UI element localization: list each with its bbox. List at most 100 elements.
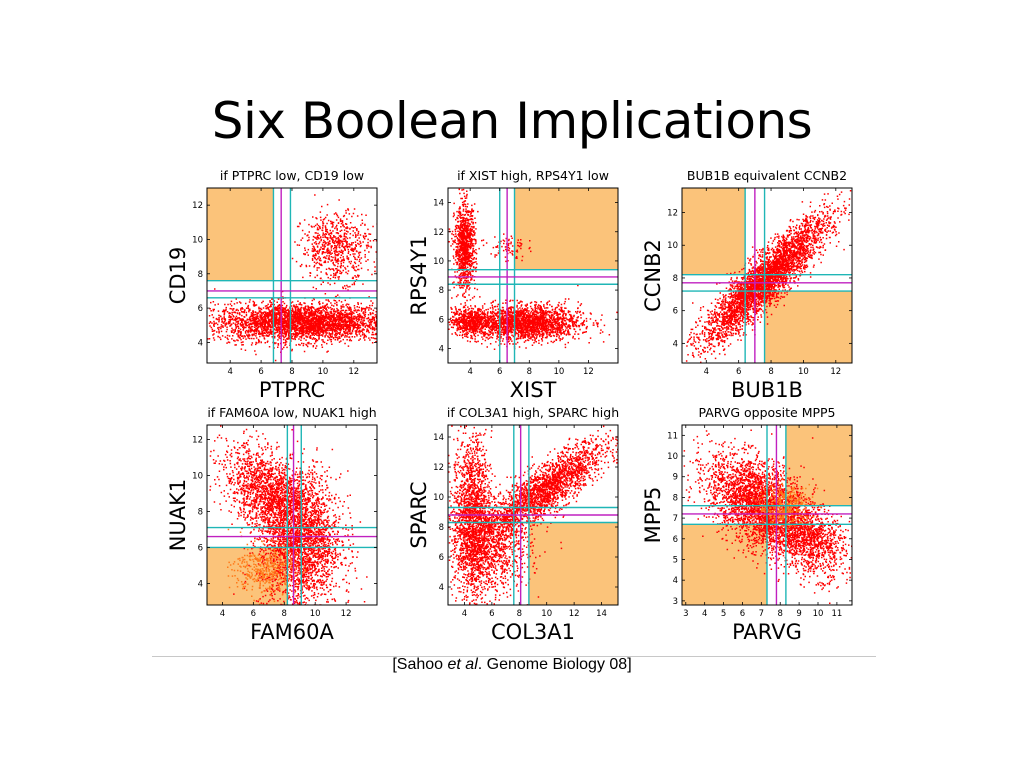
x-tick-label: 10 xyxy=(553,367,564,377)
y-tick-label: 6 xyxy=(673,307,678,317)
x-tick-label: 12 xyxy=(569,609,580,619)
x-tick-label: 6 xyxy=(740,609,745,619)
x-tick-label: 4 xyxy=(220,609,225,619)
panel-title: if PTPRC low, CD19 low xyxy=(220,168,364,183)
y-tick-label: 14 xyxy=(433,199,444,209)
x-tick-label: 9 xyxy=(796,609,801,619)
y-tick-label: 8 xyxy=(198,507,203,517)
plot-frame xyxy=(681,187,853,364)
plot-frame xyxy=(206,424,378,606)
y-tick-label: 12 xyxy=(433,228,444,238)
x-tick-label: 10 xyxy=(310,609,321,619)
y-tick-label: 10 xyxy=(667,452,678,462)
plot-frame xyxy=(681,424,853,606)
panel-title: if XIST high, RPS4Y1 low xyxy=(457,168,609,183)
x-tick-label: 8 xyxy=(778,609,783,619)
y-tick-label: 4 xyxy=(439,583,444,593)
scatter-points-secondary xyxy=(744,476,822,543)
y-tick-label: 4 xyxy=(198,579,203,589)
x-tick-label: 8 xyxy=(768,367,773,377)
panel-title: if COL3A1 high, SPARC high xyxy=(447,405,619,420)
citation-prefix: [Sahoo xyxy=(392,656,448,673)
scatter-figure: 4 6 8 10 12 4 6 8 10 12 if PTPRC low, CD19 low PTPR… xyxy=(166,168,853,644)
y-tick-label: 12 xyxy=(667,209,678,219)
citation-italic: et al xyxy=(447,656,478,673)
x-tick-label: 4 xyxy=(467,367,472,377)
y-tick-label: 8 xyxy=(439,523,444,533)
highlight-quadrant xyxy=(682,524,767,605)
highlight-quadrant xyxy=(785,425,852,506)
y-tick-label: 4 xyxy=(673,339,678,349)
highlight-quadrant xyxy=(514,188,618,270)
x-tick-label: 7 xyxy=(759,609,764,619)
x-tick-label: 6 xyxy=(489,609,494,619)
highlight-quadrant xyxy=(764,291,852,363)
y-tick-label: 4 xyxy=(198,338,203,348)
scatter-panel-5: 4 6 8 10 12 14 4 6 8 10 12 14 if COL3A1 high, SPARC … xyxy=(407,405,619,644)
y-tick-label: 6 xyxy=(198,543,203,553)
y-tick-label: 6 xyxy=(673,535,678,545)
scatter-points-secondary xyxy=(227,528,317,605)
x-tick-label: 10 xyxy=(813,609,824,619)
y-axis-label: RPS4Y1 xyxy=(407,235,431,315)
y-axis-label: MPP5 xyxy=(641,487,665,544)
highlight-quadrant xyxy=(207,188,274,281)
y-tick-label: 8 xyxy=(198,270,203,280)
x-tick-label: 6 xyxy=(736,367,741,377)
citation-suffix: . Genome Biology 08] xyxy=(477,656,632,673)
x-tick-label: 6 xyxy=(251,609,256,619)
y-axis-label: SPARC xyxy=(407,481,431,548)
y-tick-label: 8 xyxy=(673,493,678,503)
y-tick-label: 12 xyxy=(433,463,444,473)
y-tick-label: 6 xyxy=(439,553,444,563)
y-tick-label: 6 xyxy=(439,315,444,325)
x-tick-label: 12 xyxy=(348,367,359,377)
x-tick-label: 10 xyxy=(317,367,328,377)
y-axis-label: NUAK1 xyxy=(166,479,190,552)
scatter-panel-6: 3 4 5 6 7 8 9 10 11 3 4 5 6 7 8 9 10 11 PARVG opposite MPP… xyxy=(641,405,853,644)
y-tick-label: 10 xyxy=(433,257,444,267)
scatter-points xyxy=(683,429,852,604)
y-tick-label: 6 xyxy=(198,304,203,314)
y-tick-label: 10 xyxy=(192,471,203,481)
x-axis-label: FAM60A xyxy=(250,620,334,644)
panel-title: PARVG opposite MPP5 xyxy=(698,405,835,420)
scatter-points xyxy=(207,194,377,362)
x-axis-label: PARVG xyxy=(732,620,802,644)
x-axis-label: PTPRC xyxy=(259,378,325,402)
scatter-points xyxy=(209,425,368,605)
y-tick-label: 12 xyxy=(192,201,203,211)
x-tick-label: 12 xyxy=(341,609,352,619)
x-tick-label: 10 xyxy=(798,367,809,377)
x-tick-label: 8 xyxy=(289,367,294,377)
plot-frame xyxy=(447,187,619,364)
x-tick-label: 8 xyxy=(282,609,287,619)
scatter-panel-4: 4 6 8 10 12 4 6 8 10 12 if FAM60A low, NUAK1 high F… xyxy=(166,405,378,644)
y-tick-label: 14 xyxy=(433,433,444,443)
y-tick-label: 9 xyxy=(673,473,678,483)
plot-frame xyxy=(447,424,619,606)
y-tick-label: 4 xyxy=(673,576,678,586)
x-axis-label: XIST xyxy=(510,378,557,402)
x-axis-label: COL3A1 xyxy=(491,620,575,644)
divider-line xyxy=(152,656,876,657)
x-tick-label: 14 xyxy=(596,609,607,619)
highlight-quadrant xyxy=(682,188,746,275)
scatter-panel-3: 4 6 8 10 12 4 6 8 10 12 BUB1B equivalent CCNB2 BUB1… xyxy=(641,168,853,402)
scatter-points xyxy=(448,188,618,350)
x-tick-label: 3 xyxy=(683,609,688,619)
x-tick-label: 12 xyxy=(583,367,594,377)
y-tick-label: 11 xyxy=(667,431,678,441)
x-axis-label: BUB1B xyxy=(731,378,803,402)
panel-title: if FAM60A low, NUAK1 high xyxy=(207,405,376,420)
x-tick-label: 4 xyxy=(704,367,709,377)
y-axis-label: CD19 xyxy=(166,247,190,305)
y-tick-label: 5 xyxy=(673,555,678,565)
y-tick-label: 8 xyxy=(673,274,678,284)
x-tick-label: 11 xyxy=(831,609,842,619)
x-tick-label: 4 xyxy=(227,367,232,377)
panel-title: BUB1B equivalent CCNB2 xyxy=(687,168,847,183)
y-tick-label: 4 xyxy=(439,344,444,354)
x-tick-label: 4 xyxy=(702,609,707,619)
scatter-panel-2: 4 6 8 10 12 4 6 8 10 12 14 if XIST high, RPS4Y1 low… xyxy=(407,168,619,402)
